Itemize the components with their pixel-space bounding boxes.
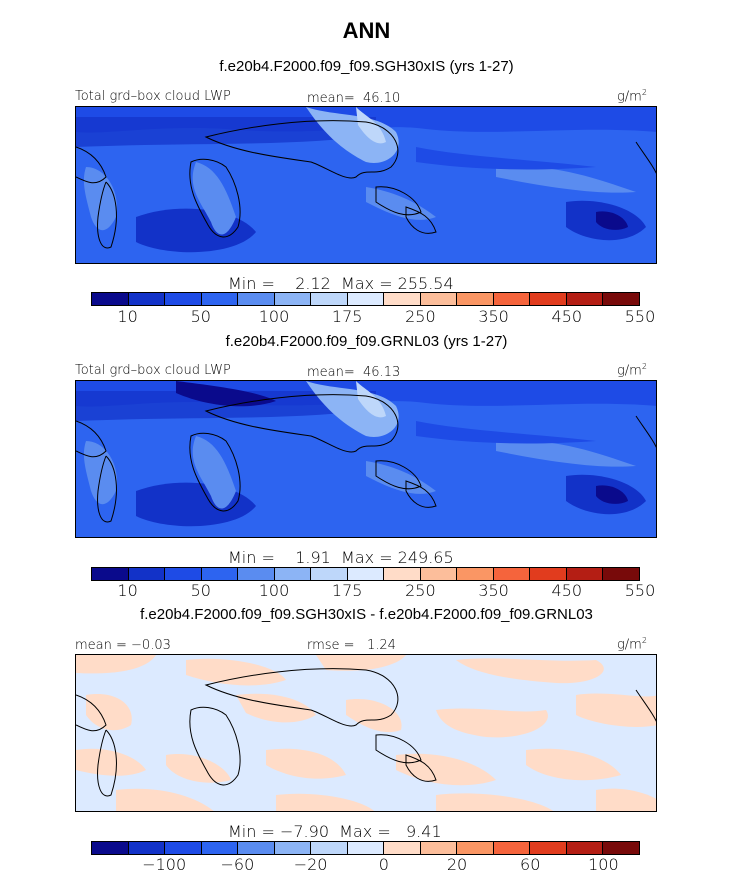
colorbar-swatch: [384, 842, 421, 854]
colorbar-tick-label: 175: [331, 581, 363, 600]
colorbar-swatch: [238, 842, 275, 854]
colorbar-swatch: [493, 293, 531, 305]
panel1-units: g/m2: [617, 88, 647, 105]
colorbar-swatch: [92, 293, 129, 305]
colorbar-swatch: [493, 568, 531, 580]
colorbar-tick-label: 350: [478, 581, 509, 600]
panel2-variable-label: Total grd–box cloud LWP: [75, 363, 231, 378]
colorbar-swatch: [530, 293, 567, 305]
panel3-rmse-label: rmse = 1.24: [307, 638, 396, 653]
panel2-units: g/m2: [617, 362, 647, 379]
colorbar-tick-label: 100: [588, 855, 619, 874]
colorbar-tick-label: −20: [293, 855, 328, 874]
colorbar-swatch: [347, 842, 385, 854]
colorbar-swatch: [384, 568, 421, 580]
colorbar-swatch: [530, 842, 567, 854]
colorbar-swatch: [92, 842, 129, 854]
colorbar-tick-label: 0: [378, 855, 389, 874]
panel3-units: g/m2: [617, 636, 647, 653]
colorbar-swatch: [347, 568, 385, 580]
colorbar-tick-label: 10: [117, 307, 138, 326]
colorbar-swatch: [274, 568, 312, 580]
panel3-mean-label: mean = −0.03: [75, 638, 171, 653]
colorbar-swatch: [128, 293, 166, 305]
colorbar-swatch: [530, 568, 567, 580]
colorbar-tick-label: 450: [551, 307, 583, 326]
colorbar-swatch: [457, 293, 494, 305]
colorbar-swatch: [201, 842, 239, 854]
colorbar-swatch: [347, 293, 385, 305]
colorbar-swatch: [603, 842, 639, 854]
colorbar-tick-label: 175: [331, 307, 363, 326]
colorbar-tick-label: 20: [446, 855, 468, 874]
colorbar-swatch: [165, 293, 202, 305]
colorbar-swatch: [493, 842, 531, 854]
panel3-min-max: Min = −7.90 Max = 9.41: [228, 822, 442, 841]
colorbar-swatch: [603, 293, 639, 305]
panel1-variable-label: Total grd–box cloud LWP: [75, 89, 231, 104]
panel2-mean-label: mean= 46.13: [307, 365, 401, 380]
colorbar-swatch: [274, 842, 312, 854]
colorbar-swatch: [274, 293, 312, 305]
colorbar-swatch: [566, 568, 604, 580]
colorbar-swatch: [457, 568, 494, 580]
colorbar-swatch: [420, 842, 458, 854]
colorbar-swatch: [238, 568, 275, 580]
colorbar-tick-label: 100: [258, 307, 290, 326]
colorbar-swatch: [566, 293, 604, 305]
colorbar-tick-label: 550: [624, 581, 656, 600]
colorbar-tick-label: 50: [190, 581, 211, 600]
colorbar-swatch: [238, 293, 275, 305]
colorbar-tick-label: 50: [190, 307, 211, 326]
colorbar-swatch: [165, 568, 202, 580]
panel2-min-max: Min = 1.91 Max = 249.65: [228, 548, 454, 567]
panel1-colorbar: [91, 292, 640, 306]
colorbar-swatch: [420, 293, 458, 305]
colorbar-tick-label: 350: [478, 307, 509, 326]
panel3-colorbar: [91, 841, 640, 855]
colorbar-swatch: [603, 568, 639, 580]
panel1-case-title: f.e20b4.F2000.f09_f09.SGH30xIS (yrs 1-27…: [219, 58, 514, 75]
colorbar-swatch: [384, 293, 421, 305]
colorbar-tick-label: 60: [520, 855, 541, 874]
panel2-map: [75, 380, 657, 538]
panel3-map: [75, 654, 657, 812]
colorbar-swatch: [128, 568, 166, 580]
panel1-mean-label: mean= 46.10: [307, 91, 401, 106]
panel3-case-title: f.e20b4.F2000.f09_f09.SGH30xIS - f.e20b4…: [140, 606, 593, 623]
colorbar-swatch: [201, 568, 239, 580]
colorbar-tick-label: 10: [117, 581, 138, 600]
colorbar-swatch: [201, 293, 239, 305]
panel1-map: [75, 106, 657, 264]
colorbar-swatch: [420, 568, 458, 580]
colorbar-swatch: [566, 842, 604, 854]
colorbar-swatch: [128, 842, 166, 854]
colorbar-swatch: [311, 842, 348, 854]
colorbar-tick-label: 250: [405, 581, 436, 600]
colorbar-swatch: [311, 568, 348, 580]
colorbar-swatch: [165, 842, 202, 854]
colorbar-swatch: [311, 293, 348, 305]
colorbar-swatch: [92, 568, 129, 580]
panel2-case-title: f.e20b4.F2000.f09_f09.GRNL03 (yrs 1-27): [225, 333, 508, 350]
colorbar-tick-label: 250: [405, 307, 436, 326]
colorbar-swatch: [457, 842, 494, 854]
panel2-colorbar: [91, 567, 640, 581]
colorbar-tick-label: −60: [220, 855, 255, 874]
panel1-min-max: Min = 2.12 Max = 255.54: [228, 274, 454, 293]
colorbar-tick-label: 550: [624, 307, 656, 326]
colorbar-tick-label: 100: [258, 581, 290, 600]
colorbar-tick-label: −100: [142, 855, 187, 874]
figure-title: ANN: [342, 18, 391, 43]
colorbar-tick-label: 450: [551, 581, 583, 600]
